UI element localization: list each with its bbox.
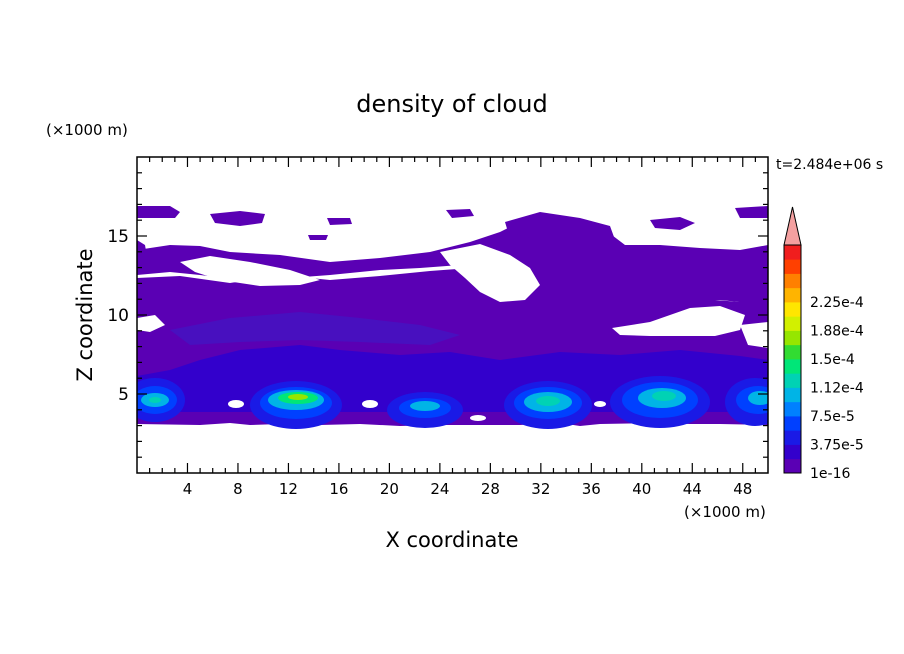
time-label: t=2.484e+06 s (776, 157, 883, 173)
y-axis-ticks: 5 10 15 (107, 172, 768, 458)
colorbar-frame (783, 244, 802, 474)
y-tick-label: 15 (107, 227, 129, 247)
y-axis-label: Z coordinate (73, 248, 97, 381)
upper-cloud-hole-2 (440, 244, 540, 302)
colorbar-swatch (784, 316, 801, 331)
top-patch-3 (308, 235, 328, 240)
colorbar-label: 1.12e-4 (810, 381, 864, 397)
top-patch-2 (210, 211, 265, 226)
colorbar-swatch (784, 458, 801, 474)
colorbar-label: 3.75e-5 (810, 438, 864, 454)
top-patch-1 (137, 206, 180, 218)
x-tick-label: 12 (279, 480, 298, 498)
colorbar-swatch (784, 359, 801, 374)
x-tick-label: 4 (183, 480, 193, 498)
colorbar-swatch (784, 344, 801, 360)
colorbar-swatch (784, 259, 801, 274)
colorbar-label: 7.5e-5 (810, 409, 855, 425)
field-gap-3 (470, 415, 486, 421)
y-unit-label: (×1000 m) (46, 121, 128, 139)
upper-cloud-hole-4 (137, 315, 165, 332)
chart-title: density of cloud (356, 90, 547, 118)
colorbar-swatch (784, 302, 801, 317)
colorbar-label: 2.25e-4 (810, 295, 864, 311)
colorbar-label: 1e-16 (810, 466, 850, 482)
field-gap-1 (228, 400, 244, 408)
x-tick-label: 32 (531, 480, 550, 498)
upper-cloud-hole-3 (612, 306, 745, 336)
dense-cell-3 (387, 392, 463, 428)
colorbar-swatch (784, 401, 801, 417)
colorbar (783, 206, 802, 474)
upper-cloud-hole-1 (180, 256, 320, 286)
y-tick-label: 10 (107, 306, 129, 326)
top-patch-8 (735, 206, 768, 218)
dense-cell-2 (250, 381, 342, 429)
x-tick-label: 24 (430, 480, 449, 498)
top-patch-4 (327, 218, 352, 225)
colorbar-swatch (784, 444, 801, 460)
x-tick-label: 44 (683, 480, 702, 498)
x-tick-label: 8 (233, 480, 243, 498)
y-tick-label: 5 (118, 385, 129, 405)
colorbar-labels: 1e-16 3.75e-5 7.5e-5 1.12e-4 1.5e-4 1.88e-4 2.… (810, 295, 864, 482)
colorbar-label: 1.5e-4 (810, 352, 855, 368)
colorbar-extend-arrow (783, 206, 802, 246)
colorbar-swatch (784, 416, 801, 431)
x-tick-label: 48 (733, 480, 752, 498)
field-gap-2 (362, 400, 378, 408)
top-patch-6 (505, 212, 618, 248)
dense-cell-5 (610, 376, 710, 428)
x-tick-label: 40 (632, 480, 651, 498)
upper-cloud-hole-5 (740, 322, 768, 348)
colorbar-swatch (784, 287, 801, 303)
top-patch-7 (650, 217, 695, 230)
colorbar-swatch (784, 273, 801, 289)
x-tick-label: 16 (329, 480, 348, 498)
colorbar-label: 1.88e-4 (810, 324, 864, 340)
x-tick-label: 36 (582, 480, 601, 498)
side-patch-left (137, 240, 148, 270)
x-axis-ticks: 4 8 12 16 20 24 28 32 36 40 44 48 (149, 157, 756, 498)
field-gap-4 (594, 401, 606, 407)
contour-field (137, 206, 768, 429)
colorbar-swatch (784, 245, 801, 260)
colorbar-swatch (784, 430, 801, 445)
dense-cell-1 (137, 378, 185, 422)
x-tick-label: 20 (380, 480, 399, 498)
dense-cell-4 (504, 381, 592, 429)
x-tick-label: 28 (481, 480, 500, 498)
cloud-band-upper-shade (170, 312, 460, 345)
colorbar-swatch (784, 373, 801, 388)
top-patch-5 (446, 209, 474, 218)
x-axis-label: X coordinate (385, 528, 518, 552)
colorbar-swatch (784, 387, 801, 403)
x-unit-label: (×1000 m) (684, 503, 766, 521)
colorbar-swatch (784, 330, 801, 346)
dense-cell-6 (725, 378, 768, 426)
